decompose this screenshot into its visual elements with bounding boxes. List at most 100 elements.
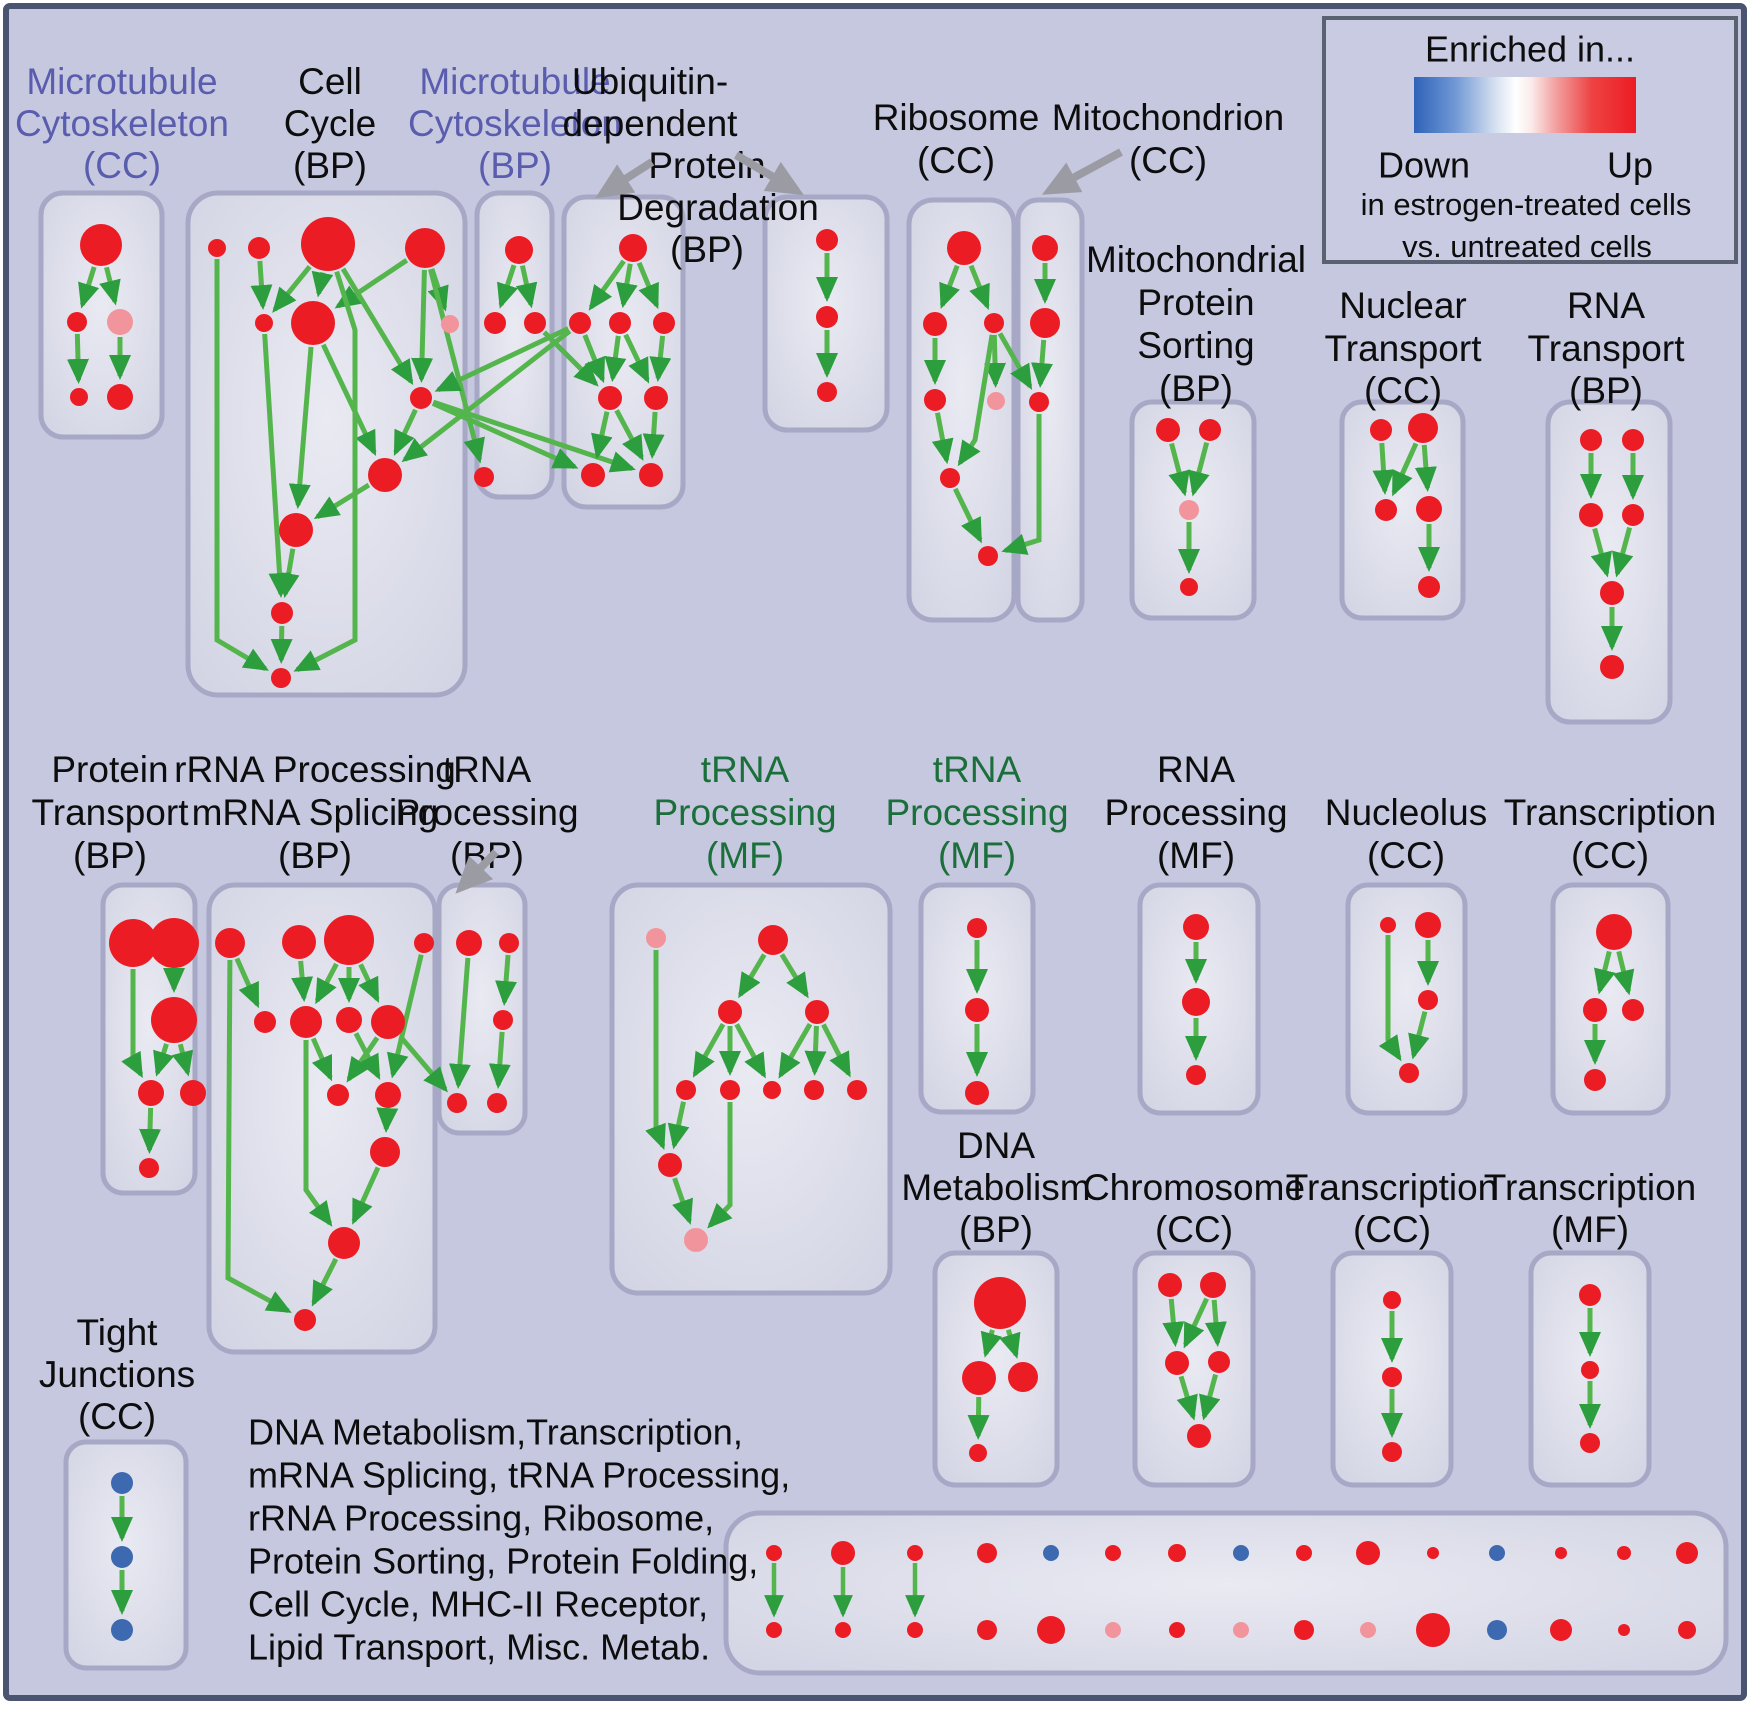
edge-q10-q11: [376, 1107, 399, 1134]
go-node-q9: [327, 1084, 349, 1106]
strip-node-top-14: [1676, 1542, 1698, 1564]
cluster-label-chromosome-cc-line1: (CC): [1155, 1209, 1233, 1250]
go-node-g4: [805, 1000, 829, 1024]
edge-q6-q9: [310, 1037, 333, 1082]
go-node-k1: [1596, 914, 1632, 950]
cluster-label-rrna-mrna-bp-line1: mRNA Splicing: [192, 792, 439, 833]
strip-node-bottom-2: [907, 1622, 923, 1638]
go-node-c6: [291, 301, 335, 345]
cluster-label-protein-transport-bp-line1: Transport: [32, 792, 190, 833]
ubiquitin-left-pointer: [595, 158, 655, 199]
go-node-ub3: [817, 382, 837, 402]
go-node-h2: [965, 998, 989, 1022]
go-node-u6: [1600, 655, 1624, 679]
strip-node-bottom-13: [1618, 1624, 1630, 1636]
go-node-p3: [151, 997, 197, 1043]
go-node-r2: [923, 312, 947, 336]
go-node-mb1: [505, 236, 533, 264]
go-node-t5: [1418, 576, 1440, 598]
go-node-e3: [1165, 1351, 1189, 1375]
go-node-e5: [1187, 1424, 1211, 1448]
cluster-label-mito-protein-sorting-bp-line2: Sorting: [1137, 325, 1254, 366]
cluster-label-microtubule-cc-line2: (CC): [83, 145, 161, 186]
go-node-c9: [368, 458, 402, 492]
cluster-label-ubiquitin-bp-line1: dependent: [563, 103, 739, 144]
go-node-x2: [1581, 1361, 1599, 1379]
edge-d2-d4: [967, 1396, 990, 1441]
go-node-g9: [847, 1080, 867, 1100]
cluster-label-mito-protein-sorting-bp-line3: (BP): [1159, 368, 1233, 409]
edge-u4-u5: [1612, 526, 1634, 578]
strip-node-bottom-11: [1487, 1620, 1507, 1640]
go-node-f3: [1382, 1442, 1402, 1462]
edge-p3-p4: [153, 1043, 175, 1077]
cluster-label-rrna-mrna-bp-line2: (BP): [278, 835, 352, 876]
edge-r1-r3: [968, 264, 990, 311]
go-node-s4: [1180, 578, 1198, 596]
go-node-e4: [1208, 1351, 1230, 1373]
go-node-p4: [138, 1080, 164, 1106]
legend-up-label: Up: [1607, 145, 1653, 186]
go-node-j2: [1415, 912, 1441, 938]
go-node-g6: [720, 1080, 740, 1100]
cluster-label-protein-transport-bp-line0: Protein: [51, 749, 168, 790]
strip-node-bottom-10: [1416, 1613, 1450, 1647]
edge-q7-q10: [353, 1032, 381, 1080]
edge-ua2-ua4: [582, 334, 605, 384]
merged-clusters-text-line4: Cell Cycle, MHC-II Receptor,: [248, 1584, 708, 1625]
edge-g2-g4: [779, 953, 809, 999]
edge-u3-u5: [1590, 527, 1612, 578]
go-node-s1: [1156, 418, 1180, 442]
go-node-m3: [1029, 392, 1049, 412]
go-node-m2: [1030, 308, 1060, 338]
go-node-r3: [984, 313, 1004, 333]
edge-c4-c6: [334, 258, 409, 309]
legend-down-label: Down: [1378, 145, 1470, 186]
go-node-g2: [758, 925, 788, 955]
go-node-ua5: [644, 386, 668, 410]
cluster-label-mito-protein-sorting-bp-line0: Mitochondrial: [1086, 239, 1306, 280]
strip-node-bottom-0: [766, 1622, 782, 1638]
go-node-r5: [987, 392, 1005, 410]
edge-ua3-ua4: [604, 335, 627, 383]
cluster-label-microtubule-bp-line0: Microtubule: [419, 61, 610, 102]
cluster-label-tight-junctions-cc-line0: Tight: [77, 1312, 159, 1353]
strip-node-top-7: [1233, 1545, 1249, 1561]
edge-q1-q13: [225, 959, 292, 1314]
cluster-label-transcription-mf-line0: Transcription: [1484, 1167, 1696, 1208]
cluster-label-ubiquitin-bp-line0: Ubiquitin-: [572, 61, 728, 102]
edge-ua3-ua5: [623, 333, 650, 384]
go-node-p6: [139, 1158, 159, 1178]
cluster-label-trna-processing-mf-2-line2: (MF): [938, 835, 1016, 876]
go-node-g7: [763, 1081, 781, 1099]
go-node-g11: [684, 1228, 708, 1252]
strip-node-top-2: [907, 1545, 923, 1561]
edge-q1-q5: [234, 957, 260, 1009]
edge-tr1-tr4: [448, 957, 471, 1090]
edge-c11-c12: [270, 625, 293, 665]
strip-node-bottom-9: [1360, 1622, 1376, 1638]
cluster-label-dna-metabolism-bp-line0: DNA: [957, 1125, 1035, 1166]
edge-ua2-c9: [401, 329, 572, 463]
strip-node-top-12: [1555, 1547, 1567, 1559]
go-node-t4: [1416, 496, 1442, 522]
cluster-label-rna-processing-mf-line2: (MF): [1157, 835, 1235, 876]
edge-r4-r6: [931, 412, 954, 465]
go-node-mb2: [484, 312, 506, 334]
go-node-q2: [282, 925, 316, 959]
edge-a2-a4: [66, 333, 89, 385]
cluster-label-chromosome-cc-line0: Chromosome: [1083, 1167, 1305, 1208]
cluster-label-trna-processing-bp-line1: Processing: [395, 792, 578, 833]
cluster-label-dna-metabolism-bp-line2: (BP): [959, 1209, 1033, 1250]
go-node-c11: [271, 602, 293, 624]
cluster-label-mitochondrion-cc-line0: Mitochondrion: [1052, 97, 1284, 138]
edge-e3-e5: [1176, 1375, 1198, 1421]
edge-q4-q10: [386, 954, 424, 1079]
go-node-ua3: [609, 312, 631, 334]
cluster-label-rna-transport-bp-line1: Transport: [1528, 328, 1686, 369]
ubiquitin-right-pointer: [733, 151, 804, 196]
edge-a1-a3: [99, 266, 121, 306]
go-node-c8: [410, 387, 432, 409]
go-node-t2: [1408, 413, 1438, 443]
strip-node-top-11: [1489, 1545, 1505, 1561]
